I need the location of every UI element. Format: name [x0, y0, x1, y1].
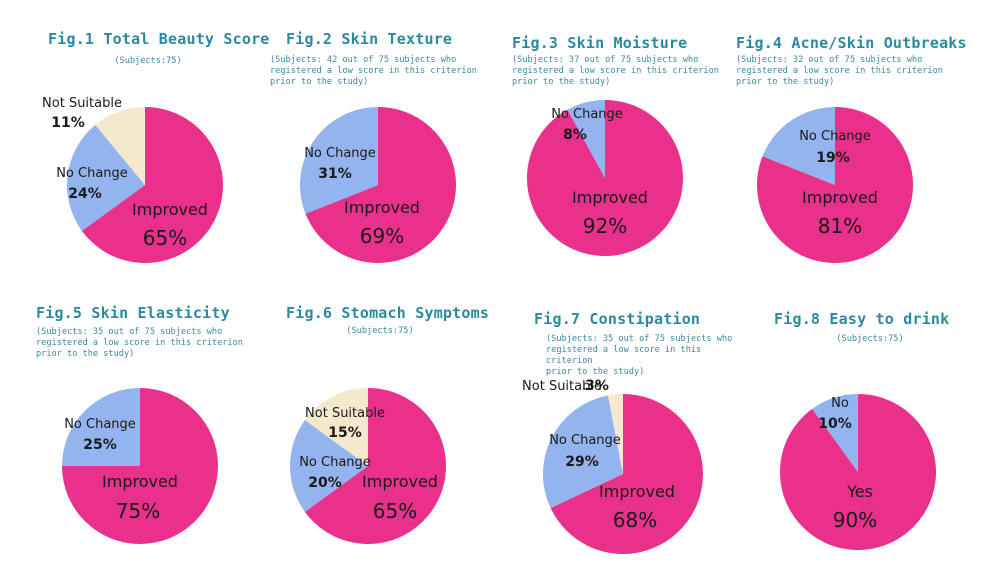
fig-1-value-improved: 65% [143, 226, 187, 250]
fig-5-subtitle: (Subjects: 35 out of 75 subjects who reg… [36, 327, 243, 359]
fig-5-pie: Improved 75% No Change 25% [62, 388, 218, 544]
fig-4-subtitle: (Subjects: 32 out of 75 subjects who reg… [736, 55, 943, 87]
fig-7-subtitle: (Subjects: 35 out of 75 subjects who reg… [546, 334, 733, 377]
fig-6-subtitle: (Subjects:75) [346, 326, 414, 336]
fig-5-label-improved: Improved [102, 472, 178, 491]
fig-6-label-no-change: No Change [299, 455, 371, 470]
fig-7-label-not-suitable: Not Suitable [522, 379, 602, 394]
fig-3-label-no-change: No Change [551, 107, 623, 122]
fig-7-label-no-change: No Change [549, 433, 621, 448]
fig-4-value-improved: 81% [818, 214, 862, 238]
fig-6-label-improved: Improved [362, 472, 438, 491]
fig-1-label-no-change: No Change [56, 166, 128, 181]
fig-6-value-improved: 65% [373, 499, 417, 523]
fig-7-slice-no-change [543, 395, 623, 509]
fig-7-value-not-suitable: 3% [585, 378, 609, 394]
fig-1-slice-improved [81, 107, 224, 263]
fig-1-slice-not-suitable [95, 107, 145, 185]
fig-8-subtitle: (Subjects:75) [836, 334, 904, 344]
fig-1-value-not-suitable: 11% [51, 115, 85, 131]
fig-8-value-no: 10% [818, 416, 852, 432]
fig-6-slice-no-change [290, 420, 368, 512]
fig-6-title: Fig.6 Stomach Symptoms [286, 304, 490, 322]
fig-1-label-improved: Improved [132, 200, 208, 219]
fig-6-pie: Improved 65% No Change 20% Not Suitable 15% [290, 388, 447, 544]
fig-4-slice-improved [757, 107, 913, 264]
fig-2-title: Fig.2 Skin Texture [286, 30, 453, 48]
fig-3-pie: Improved 92% No Change 8% [527, 100, 683, 256]
fig-4-label-no-change: No Change [799, 129, 871, 144]
fig-7-label-improved: Improved [599, 482, 675, 501]
fig-8-label-yes: Yes [846, 482, 873, 501]
fig-1-total-beauty-score: Fig.1 Total Beauty Score (Subjects:75) I… [0, 0, 269, 294]
fig-7-slice-improved [550, 394, 703, 554]
fig-2-value-no-change: 31% [318, 166, 352, 182]
fig-2-label-improved: Improved [344, 198, 420, 217]
fig-4-pie: Improved 81% No Change 19% [757, 107, 913, 264]
fig-4-value-no-change: 19% [816, 150, 850, 166]
fig-3-skin-moisture: Fig.3 Skin Moisture (Subjects: 37 out of… [500, 0, 750, 294]
fig-1-label-not-suitable: Not Suitable [42, 96, 122, 111]
fig-8-pie: Yes 90% No 10% [780, 394, 936, 550]
fig-2-slice-improved [305, 107, 456, 263]
fig-8-title: Fig.8 Easy to drink [774, 310, 950, 328]
fig-4-acne-skin-outbreaks: Fig.4 Acne/Skin Outbreaks (Subjects: 32 … [736, 0, 1000, 294]
fig-4-label-improved: Improved [802, 188, 878, 207]
fig-4-title: Fig.4 Acne/Skin Outbreaks [736, 34, 967, 52]
fig-5-label-no-change: No Change [64, 417, 136, 432]
fig-7-title: Fig.7 Constipation [534, 310, 701, 328]
fig-3-value-improved: 92% [583, 214, 627, 238]
fig-7-value-no-change: 29% [565, 454, 599, 470]
fig-2-label-no-change: No Change [304, 146, 376, 161]
fig-1-slice-no-change [67, 124, 145, 231]
fig-5-title: Fig.5 Skin Elasticity [36, 304, 230, 322]
fig-5-skin-elasticity: Fig.5 Skin Elasticity (Subjects: 35 out … [0, 294, 250, 588]
fig-5-slice-no-change [62, 388, 140, 466]
fig-1-subtitle: (Subjects:75) [114, 56, 182, 66]
fig-6-value-no-change: 20% [308, 475, 342, 491]
fig-4-slice-no-change [762, 107, 835, 185]
fig-1-value-no-change: 24% [68, 186, 102, 202]
fig-2-subtitle: (Subjects: 42 out of 75 subjects who reg… [270, 55, 477, 87]
fig-5-value-no-change: 25% [83, 437, 117, 453]
fig-7-constipation: Fig.7 Constipation (Subjects: 35 out of … [500, 294, 750, 588]
fig-6-slice-not-suitable [304, 388, 368, 466]
fig-6-value-not-suitable: 15% [328, 425, 362, 441]
fig-7-slice-not-suitable [608, 394, 623, 474]
fig-8-easy-to-drink: Fig.8 Easy to drink (Subjects:75) Yes 90%… [750, 294, 1000, 588]
fig-2-skin-texture: Fig.2 Skin Texture (Subjects: 42 out of … [250, 0, 500, 294]
fig-2-pie: Improved 69% No Change 31% [300, 107, 456, 263]
fig-8-value-yes: 90% [833, 508, 877, 532]
fig-3-subtitle: (Subjects: 37 out of 75 subjects who reg… [512, 55, 719, 87]
fig-8-label-no: No [831, 396, 849, 411]
fig-3-slice-no-change [567, 100, 605, 178]
fig-2-value-improved: 69% [360, 224, 404, 248]
fig-6-label-not-suitable: Not Suitable [305, 406, 385, 421]
fig-2-slice-no-change [300, 107, 378, 214]
fig-3-title: Fig.3 Skin Moisture [512, 34, 688, 52]
fig-6-stomach-symptoms: Fig.6 Stomach Symptoms (Subjects:75) Imp… [250, 294, 500, 588]
fig-5-value-improved: 75% [116, 499, 160, 523]
fig-3-label-improved: Improved [572, 188, 648, 207]
fig-3-value-no-change: 8% [563, 127, 587, 143]
fig-1-pie: Improved 65% No Change 24% Not Suitable 11% [42, 96, 224, 263]
fig-7-value-improved: 68% [613, 508, 657, 532]
fig-8-slice-no [812, 394, 858, 472]
fig-6-slice-improved [304, 388, 447, 544]
fig-1-title: Fig.1 Total Beauty Score [48, 30, 270, 48]
